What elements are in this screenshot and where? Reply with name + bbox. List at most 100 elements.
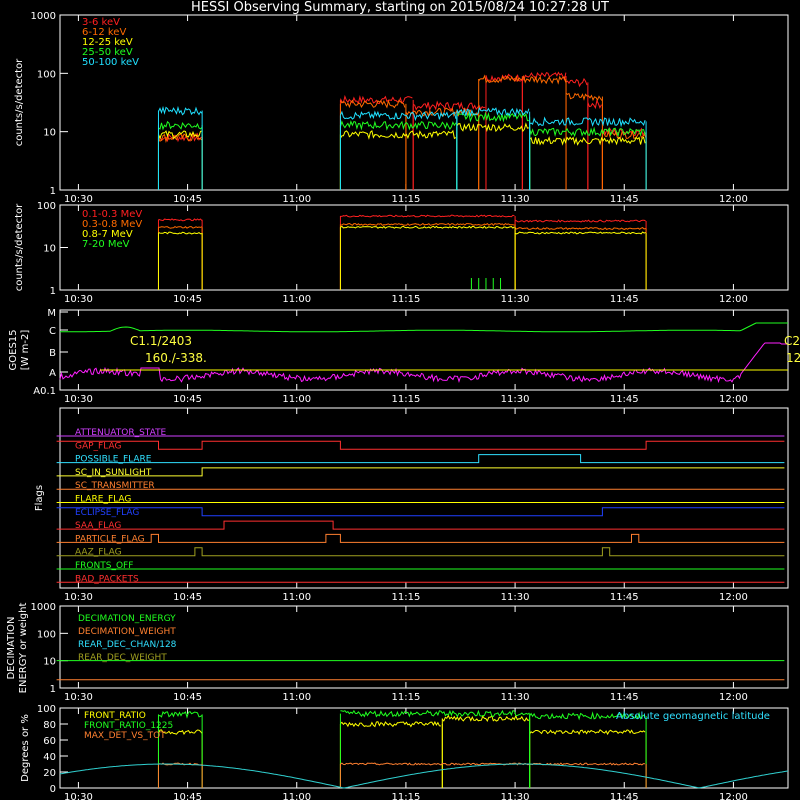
panel6-ytick-label: 60 [43,736,56,747]
panel1-series-line [158,132,203,143]
panel1-tick-label: 10:45 [173,194,202,205]
panel5-legend-entry: DECIMATION_ENERGY [78,614,176,624]
panel1-ylabel: counts/s/detector [14,58,25,146]
panel2-ytick-label: 10 [43,244,56,255]
panel6-geomag-latitude [59,763,789,789]
panel2-series-line [158,218,203,222]
panel4-tick-label: 12:00 [719,592,748,603]
panel6-ytick-label: 20 [43,768,56,779]
panel5-tick-label: 10:45 [173,692,202,703]
panel3-annotation: C2. [784,334,800,348]
panel4-frame [59,407,789,589]
panel1-legend-entry: 6-12 keV [82,27,126,38]
panel6-ytick-label: 80 [43,720,56,731]
panel2-series-line [340,214,515,218]
panel1-tick-label: 11:00 [282,194,311,205]
panel3-goes-long [60,322,788,333]
panel6-series-line [158,729,203,736]
panel6-ytick-label: 100 [37,704,56,715]
panel2-series-line [340,222,515,227]
panel3-ytick-label: C [49,326,56,337]
panel3-annotation: 160./-338. [145,351,207,365]
panel6-ylabel: Degrees or % [20,714,31,782]
panel4-flag-label: ATTENUATOR_STATE [75,428,167,438]
panel5-tick-label: 10:30 [64,692,93,703]
panel4-flag-line [56,533,785,543]
panel5-tick-label: 11:15 [392,692,421,703]
panel4-flag-label: POSSIBLE_FLARE [75,455,152,465]
panel6-series-line [529,729,646,736]
panel4-flag-label: PARTICLE_FLAG [75,534,145,544]
panel1-series-line [601,129,647,140]
panel4-tick-label: 11:45 [610,592,639,603]
panel1-series-line [529,126,646,138]
panel5-tick-label: 11:45 [610,692,639,703]
panel6-frame [59,707,789,789]
panel3-ytick-label: A [49,368,56,379]
panel5-ylabel: ENERGY or weight [18,603,29,694]
panel2-series-line [158,225,203,229]
panel3-ylabel-unit: [W m-2] [20,330,31,371]
panel2-legend-entry: 0.1-0.3 MeV [82,209,142,220]
panel1-series-line [339,99,406,109]
panel3-tick-label: 10:30 [64,394,93,405]
panel5-legend-entry: DECIMATION_WEIGHT [78,627,176,637]
panel5-ytick-label: 1 [50,684,56,695]
panel1-legend-entry: 12-25 keV [82,37,133,48]
panel1-series-line [158,120,203,131]
panel1-series-line [339,129,457,140]
panel6-annotation: Absolute geomagnetic latitude [616,711,770,722]
panel4-flag-label: FLARE_FLAG [75,495,131,505]
panel3-tick-label: 11:30 [501,394,530,405]
panel6-tick-label: 11:00 [282,792,311,800]
panel2-tick-label: 10:30 [64,294,93,305]
panel4-flag-label: SC_IN_SUNLIGHT [75,468,152,478]
panel5-tick-label: 11:30 [501,692,530,703]
panel6-legend-entry: FRONT_RATIO_1225 [84,721,173,731]
panel1-series-line [339,94,413,105]
panel1-series-line [565,92,603,102]
panel1-series-line [158,132,203,143]
panel1-tick-label: 10:30 [64,194,93,205]
panel3-ytick-label: A0.1 [33,386,56,397]
panel1-frame [59,14,789,191]
panel2-tick-label: 11:15 [392,294,421,305]
panel1-series-line [478,74,567,85]
panel2-series-line [158,231,203,235]
panel4-flag-label: FRONTS_OFF [75,561,133,571]
panel6-ytick-label: 0 [50,784,56,795]
panel1-ytick-label: 1000 [31,11,56,22]
panel3-tick-label: 12:00 [719,394,748,405]
panel6-tick-label: 12:00 [719,792,748,800]
panel4-flag-label: GAP_FLAG [75,441,121,451]
panel5-ytick-label: 100 [37,629,56,640]
panel4-flag-line [56,454,785,464]
panel1-series-line [521,71,567,82]
panel1-tick-label: 11:30 [501,194,530,205]
panel2-legend-entry: 0.8-7 MeV [82,229,133,240]
panel1-series-line [456,111,529,123]
panel3-ytick-label: M [47,308,56,319]
panel1-series-line [529,136,646,146]
panel1-tick-label: 12:00 [719,194,748,205]
panel4-flag-label: SAA_FLAG [75,521,121,531]
panel4-flag-label: AAZ_FLAG [75,548,122,558]
panel1-tick-label: 11:45 [610,194,639,205]
panel4-tick-label: 10:45 [173,592,202,603]
panel3-ytick-label: B [49,348,56,359]
panel6-series-line [340,762,645,766]
panel1-ytick-label: 100 [37,69,56,80]
panel1-legend-entry: 3-6 keV [82,17,120,28]
panel5-legend-entry: REAR_DEC_CHAN/128 [78,640,177,650]
panel1-series-line [158,130,203,140]
panel1-series-line [456,106,530,118]
panel3-ylabel: GOES15 [8,329,19,370]
panel4-tick-label: 10:30 [64,592,93,603]
panel1-series-line [412,100,486,112]
panel6-series-line [340,720,441,728]
panel4-flag-label: SC_TRANSMITTER [75,481,155,491]
panel6-ytick-label: 40 [43,752,56,763]
panel5-frame [59,605,789,689]
panel1-legend-entry: 50-100 keV [82,57,139,68]
